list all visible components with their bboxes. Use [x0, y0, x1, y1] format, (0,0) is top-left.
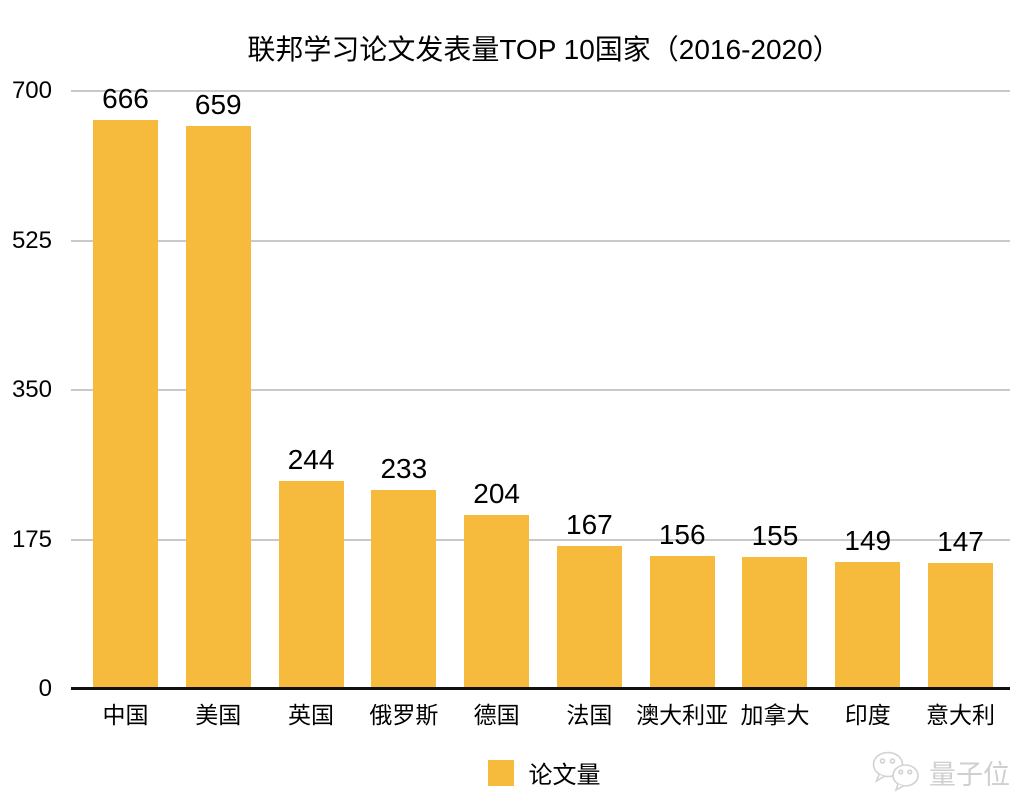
bar-value-label-澳大利亚: 156 — [658, 518, 706, 550]
x-category-label-美国: 美国 — [195, 702, 242, 728]
bar-value-label-印度: 149 — [844, 524, 892, 556]
x-category-label-英国: 英国 — [288, 702, 335, 728]
y-axis: 0 175 350 525 700 — [0, 78, 64, 702]
watermark-text: 量子位 — [929, 759, 1010, 790]
x-category-label-印度: 印度 — [844, 702, 891, 728]
bar-value-label-美国: 659 — [194, 89, 242, 121]
bar-value-label-英国: 244 — [287, 443, 335, 475]
bar-value-label-加拿大: 155 — [751, 519, 799, 551]
x-category-label-法国: 法国 — [566, 702, 613, 728]
bar-value-label-意大利: 147 — [937, 526, 984, 558]
x-axis: 中国 美国 英国 俄罗斯 德国 法国 澳大利亚 加拿大 印度 意大利 — [78, 701, 1010, 733]
bar-俄罗斯 — [371, 489, 437, 689]
gridline-350 — [71, 389, 1010, 391]
x-category-label-澳大利亚: 澳大利亚 — [636, 702, 729, 728]
x-category-label-俄罗斯: 俄罗斯 — [369, 702, 439, 728]
watermark: 量子位 — [869, 750, 1010, 794]
y-tick-label-0: 0 — [38, 675, 52, 702]
gridline-175 — [71, 538, 1010, 541]
wechat-icon — [872, 751, 919, 792]
bar-加拿大 — [742, 556, 808, 689]
legend-label: 论文量 — [528, 762, 601, 789]
bar-美国 — [185, 126, 251, 689]
bar-德国 — [464, 514, 530, 689]
bar-value-label-德国: 204 — [473, 477, 520, 509]
bar-印度 — [835, 561, 901, 689]
bar-澳大利亚 — [649, 555, 715, 689]
x-axis-line — [71, 687, 1010, 690]
x-category-label-意大利: 意大利 — [926, 702, 996, 728]
x-category-label-德国: 德国 — [473, 702, 520, 728]
bar-中国 — [93, 120, 158, 689]
gridline-525 — [71, 239, 1010, 242]
bar-value-label-法国: 167 — [566, 509, 613, 541]
y-tick-label-175: 175 — [11, 525, 52, 553]
plot-area: 666 659 244 233 204 167 156 155 149 147 — [71, 84, 1010, 690]
bar-value-label-俄罗斯: 233 — [380, 452, 428, 484]
gridline-700 — [71, 90, 1010, 92]
bar-value-label-中国: 666 — [102, 83, 149, 115]
x-category-label-加拿大: 加拿大 — [740, 702, 810, 728]
y-tick-label-700: 700 — [11, 77, 52, 104]
chart-title: 联邦学习论文发表量TOP 10国家（2016-2020） — [247, 34, 841, 65]
legend: 论文量 — [78, 755, 1010, 790]
y-tick-label-350: 350 — [11, 376, 52, 403]
bar-英国 — [278, 480, 344, 689]
bar-法国 — [556, 546, 622, 689]
x-category-label-中国: 中国 — [102, 702, 149, 728]
legend-swatch — [487, 759, 514, 786]
bar-意大利 — [928, 563, 994, 689]
y-tick-label-525: 525 — [11, 226, 52, 254]
